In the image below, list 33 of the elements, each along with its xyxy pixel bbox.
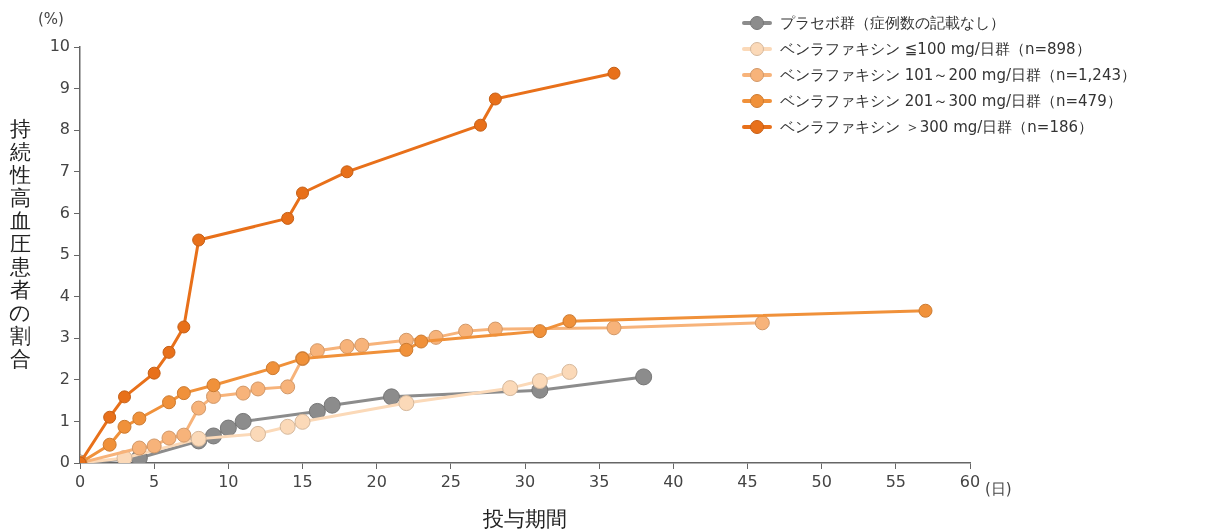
y-tick-label: 4 <box>59 285 70 305</box>
x-tick-label: 25 <box>440 471 462 491</box>
x-axis-title: 投与期間 <box>482 506 568 531</box>
y-tick-label: 10 <box>49 36 70 56</box>
x-tick-label: 20 <box>366 471 387 491</box>
legend-label: プラセボ群（症例数の記載なし） <box>780 13 1005 33</box>
x-tick-label: 10 <box>218 471 239 491</box>
x-tick-label: 50 <box>811 471 832 491</box>
y-tick-label: 8 <box>59 119 70 139</box>
y-tick-label: 6 <box>59 202 70 222</box>
x-tick-label: 35 <box>588 471 610 491</box>
y-tick-label: 1 <box>59 410 70 430</box>
y-tick-label: 2 <box>59 368 70 388</box>
x-tick-label: 0 <box>74 471 86 491</box>
legend-label: ベンラファキシン ＞300 mg/日群（n=186） <box>780 117 1094 137</box>
text: 持続性高血圧患者の割合 <box>9 117 31 371</box>
y-tick-label: 3 <box>59 327 70 347</box>
x-tick-label: 5 <box>149 471 160 491</box>
x-tick-label: 40 <box>663 471 684 491</box>
legend-label: ベンラファキシン 101～200 mg/日群（n=1,243） <box>780 65 1137 85</box>
x-tick-label: 60 <box>959 471 981 491</box>
x-tick-label: 55 <box>885 471 907 491</box>
text: (%) <box>38 10 64 28</box>
x-tick-label: 30 <box>514 471 536 491</box>
x-tick-label: 15 <box>292 471 313 491</box>
y-tick-label: 5 <box>59 244 70 264</box>
y-tick-label: 7 <box>59 160 70 180</box>
y-tick-label: 0 <box>59 452 70 472</box>
text: (日) <box>985 480 1012 499</box>
legend-label: ベンラファキシン ≦100 mg/日群（n=898） <box>780 39 1091 59</box>
y-tick-label: 9 <box>59 77 70 97</box>
legend-label: ベンラファキシン 201～300 mg/日群（n=479） <box>780 91 1122 111</box>
x-tick-label: 45 <box>737 471 758 491</box>
